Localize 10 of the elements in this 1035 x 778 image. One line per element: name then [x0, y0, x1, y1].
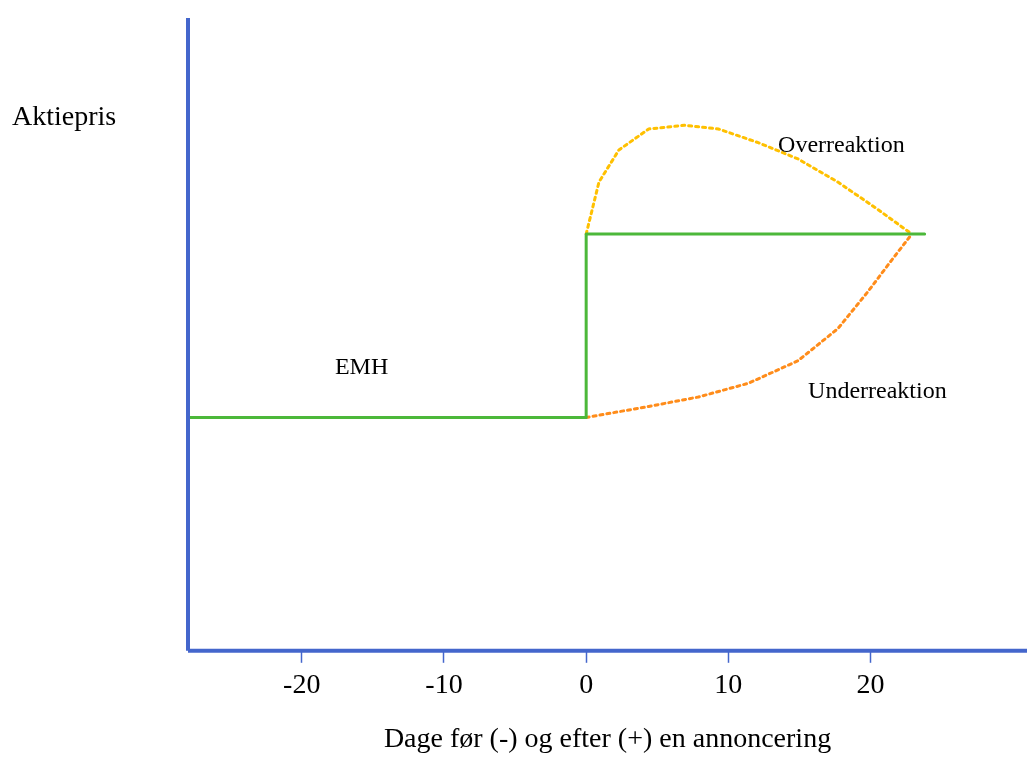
- x-tick-label: 20: [856, 667, 885, 699]
- x-tick-label: 10: [714, 667, 743, 699]
- y-axis-title: Aktiepris: [12, 100, 117, 132]
- x-axis-title: Dage før (-) og efter (+) en annoncering: [383, 721, 832, 753]
- x-tick-label: -20: [283, 667, 321, 699]
- series-label: Overreaktion: [778, 130, 905, 157]
- series-label: Underreaktion: [808, 376, 947, 403]
- series-label: EMH: [334, 352, 389, 379]
- x-tick-label: -10: [425, 667, 463, 699]
- x-tick-label: 0: [579, 667, 594, 699]
